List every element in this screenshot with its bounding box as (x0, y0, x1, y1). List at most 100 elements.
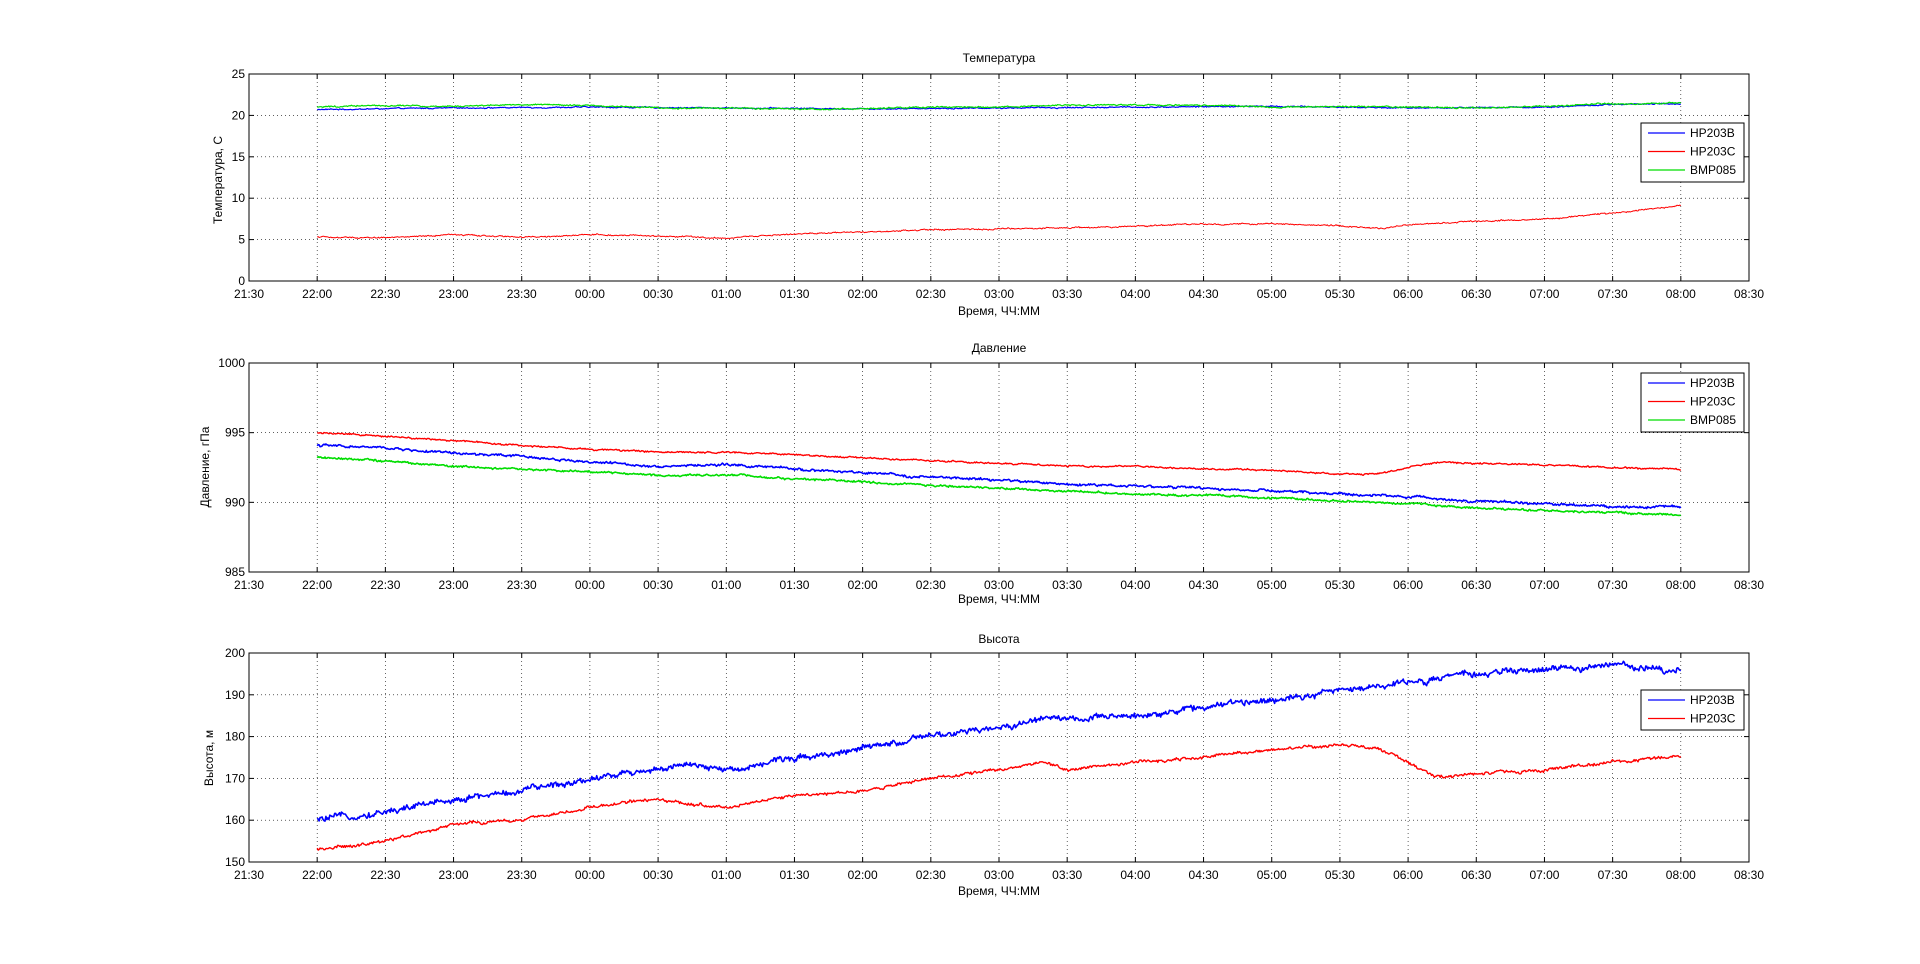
pressure-y-tick-label: 995 (225, 426, 245, 440)
temperature-legend-label-bmp085: BMP085 (1690, 163, 1736, 177)
altitude-y-tick-label: 170 (225, 771, 245, 785)
temperature-x-tick-label: 07:30 (1598, 287, 1628, 301)
pressure-x-tick-label: 01:00 (711, 578, 741, 592)
altitude-x-tick-label: 02:00 (848, 868, 878, 882)
pressure-x-tick-label: 08:00 (1666, 578, 1696, 592)
altitude-y-tick-label: 150 (225, 855, 245, 869)
pressure-x-tick-label: 02:30 (916, 578, 946, 592)
altitude-legend (1640, 689, 1745, 731)
pressure-x-tick-label: 07:30 (1598, 578, 1628, 592)
temperature-x-tick-label: 05:30 (1325, 287, 1355, 301)
altitude-x-tick-label: 07:30 (1598, 868, 1628, 882)
temperature-y-tick-label: 5 (238, 233, 245, 247)
altitude-x-tick-label: 00:30 (643, 868, 673, 882)
temperature-x-tick-label: 22:30 (370, 287, 400, 301)
pressure-series-hp203b (316, 443, 1682, 510)
temperature-x-tick-label: 22:00 (302, 287, 332, 301)
temperature-y-tick-label: 10 (232, 191, 246, 205)
temperature-x-tick-label: 06:00 (1393, 287, 1423, 301)
pressure-x-tick-label: 00:30 (643, 578, 673, 592)
altitude-x-tick-label: 22:00 (302, 868, 332, 882)
temperature-x-tick-label: 02:00 (848, 287, 878, 301)
temperature-x-tick-label: 04:30 (1189, 287, 1219, 301)
temperature-ylabel: Температура, С (211, 136, 225, 224)
pressure-y-tick-label: 985 (225, 565, 245, 579)
temperature-x-tick-label: 02:30 (916, 287, 946, 301)
pressure-x-tick-label: 23:30 (507, 578, 537, 592)
pressure-x-tick-label: 02:00 (848, 578, 878, 592)
temperature-x-tick-label: 03:00 (984, 287, 1014, 301)
pressure-x-tick-label: 04:00 (1120, 578, 1150, 592)
altitude-x-tick-label: 22:30 (370, 868, 400, 882)
pressure-x-tick-label: 22:30 (370, 578, 400, 592)
altitude-x-tick-label: 21:30 (234, 868, 264, 882)
pressure-x-tick-label: 00:00 (575, 578, 605, 592)
pressure-ylabel: Давление, гПа (198, 426, 212, 507)
pressure-title: Давление (972, 341, 1027, 355)
temperature-x-tick-label: 00:00 (575, 287, 605, 301)
pressure-x-tick-label: 04:30 (1189, 578, 1219, 592)
altitude-x-tick-label: 03:00 (984, 868, 1014, 882)
temperature-xlabel: Время, ЧЧ:ММ (958, 304, 1040, 318)
temperature-x-tick-label: 06:30 (1461, 287, 1491, 301)
altitude-series-hp203b (316, 660, 1682, 822)
altitude-xlabel: Время, ЧЧ:ММ (958, 884, 1040, 898)
temperature-x-tick-label: 23:00 (439, 287, 469, 301)
temperature-x-tick-label: 01:00 (711, 287, 741, 301)
temperature-x-tick-label: 04:00 (1120, 287, 1150, 301)
temperature-legend-label-hp203b: HP203B (1690, 126, 1735, 140)
pressure-x-tick-label: 21:30 (234, 578, 264, 592)
altitude-x-tick-label: 01:30 (779, 868, 809, 882)
altitude-y-tick-label: 160 (225, 813, 245, 827)
altitude-x-tick-label: 08:30 (1734, 868, 1764, 882)
altitude-x-tick-label: 05:00 (1257, 868, 1287, 882)
altitude-y-tick-label: 180 (225, 730, 245, 744)
altitude-x-tick-label: 23:30 (507, 868, 537, 882)
pressure-chart: Давление Время, ЧЧ:ММ Давление, гПа 21:3… (198, 341, 1764, 606)
altitude-x-tick-label: 02:30 (916, 868, 946, 882)
temperature-x-tick-label: 07:00 (1529, 287, 1559, 301)
altitude-x-tick-label: 06:30 (1461, 868, 1491, 882)
altitude-y-tick-label: 200 (225, 646, 245, 660)
temperature-title: Температура (963, 51, 1036, 65)
pressure-x-tick-label: 08:30 (1734, 578, 1764, 592)
altitude-x-tick-label: 07:00 (1529, 868, 1559, 882)
altitude-x-tick-label: 04:30 (1189, 868, 1219, 882)
temperature-y-tick-label: 25 (232, 67, 246, 81)
temperature-chart: Температура Время, ЧЧ:ММ Температура, С … (211, 51, 1764, 318)
altitude-x-tick-label: 08:00 (1666, 868, 1696, 882)
altitude-title: Высота (978, 632, 1020, 646)
temperature-y-tick-label: 20 (232, 108, 246, 122)
altitude-legend-label-hp203c: HP203C (1690, 712, 1736, 726)
temperature-x-tick-label: 08:30 (1734, 287, 1764, 301)
pressure-x-tick-label: 03:30 (1052, 578, 1082, 592)
altitude-chart: Высота Время, ЧЧ:ММ Высота, м 21:30 22:00… (202, 632, 1764, 898)
temperature-y-tick-label: 15 (232, 150, 246, 164)
temperature-x-tick-label: 21:30 (234, 287, 264, 301)
temperature-x-tick-label: 05:00 (1257, 287, 1287, 301)
pressure-x-tick-label: 06:00 (1393, 578, 1423, 592)
temperature-x-tick-label: 00:30 (643, 287, 673, 301)
altitude-x-tick-label: 00:00 (575, 868, 605, 882)
pressure-legend-label-hp203c: HP203C (1690, 395, 1736, 409)
altitude-x-tick-label: 23:00 (439, 868, 469, 882)
altitude-axes-frame (248, 652, 1750, 863)
temperature-series-hp203c (316, 204, 1682, 240)
temperature-x-tick-label: 23:30 (507, 287, 537, 301)
pressure-x-tick-label: 05:30 (1325, 578, 1355, 592)
temperature-y-tick-label: 0 (238, 274, 245, 288)
pressure-x-tick-label: 05:00 (1257, 578, 1287, 592)
altitude-x-tick-label: 03:30 (1052, 868, 1082, 882)
pressure-xlabel: Время, ЧЧ:ММ (958, 592, 1040, 606)
altitude-x-tick-label: 04:00 (1120, 868, 1150, 882)
temperature-axes-frame (248, 73, 1750, 282)
pressure-x-tick-label: 03:00 (984, 578, 1014, 592)
pressure-axes-frame (248, 362, 1750, 573)
pressure-series-bmp085 (316, 455, 1681, 517)
temperature-x-tick-label: 08:00 (1666, 287, 1696, 301)
temperature-series-bmp085 (317, 101, 1681, 111)
pressure-y-tick-label: 990 (225, 495, 245, 509)
pressure-x-tick-label: 23:00 (439, 578, 469, 592)
temperature-x-tick-label: 01:30 (779, 287, 809, 301)
